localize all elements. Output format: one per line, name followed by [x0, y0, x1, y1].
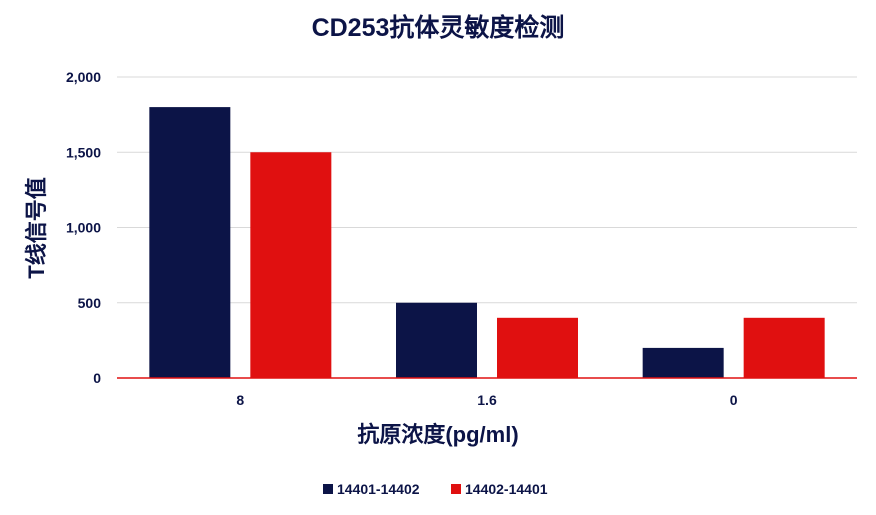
x-tick-label: 0 — [730, 392, 738, 408]
bar-14401-14402-0 — [642, 347, 724, 378]
bar-14401-14402-1.6 — [396, 302, 477, 378]
legend-label: 14402-14401 — [465, 481, 548, 497]
legend-label: 14401-14402 — [337, 481, 420, 497]
bar-14402-14401-8 — [250, 152, 332, 378]
legend-swatch — [323, 484, 333, 494]
y-tick-label: 500 — [78, 295, 102, 311]
y-tick-label: 0 — [93, 370, 101, 386]
y-tick-label: 1,000 — [66, 220, 101, 236]
bar-14402-14401-1.6 — [497, 317, 578, 378]
bar-14401-14402-8 — [149, 107, 231, 378]
x-tick-label: 8 — [236, 392, 244, 408]
legend-swatch — [451, 484, 461, 494]
y-axis-label: T线信号值 — [24, 177, 49, 278]
chart-title: CD253抗体灵敏度检测 — [312, 13, 565, 42]
x-tick-label: 1.6 — [477, 392, 497, 408]
y-tick-label: 1,500 — [66, 144, 101, 160]
x-axis-label: 抗原浓度(pg/ml) — [357, 422, 518, 447]
y-tick-label: 2,000 — [66, 69, 101, 85]
bar-14402-14401-0 — [743, 317, 825, 378]
